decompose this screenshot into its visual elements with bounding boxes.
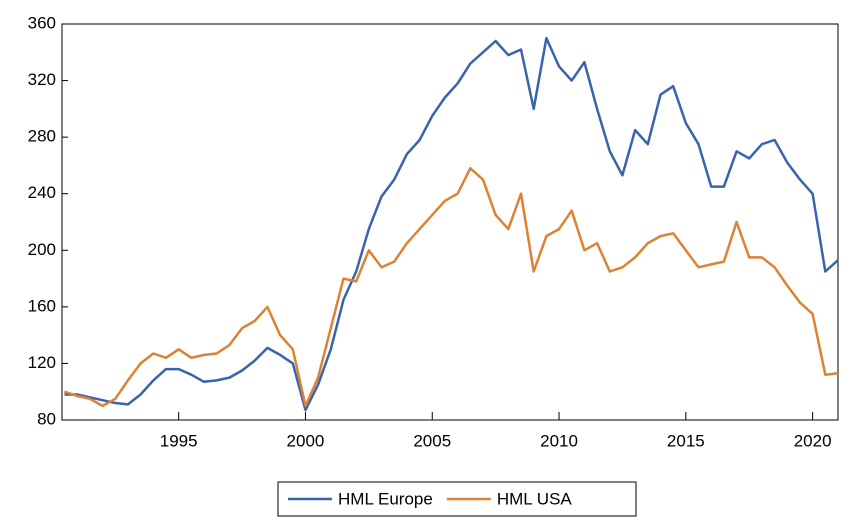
y-tick-label: 240 — [28, 183, 56, 202]
y-tick-label: 320 — [28, 70, 56, 89]
line-series — [64, 167, 839, 408]
y-tick-label: 160 — [28, 296, 56, 315]
legend-label: HML Europe — [338, 489, 433, 508]
y-tick-label: 120 — [28, 353, 56, 372]
x-tick-label: 1995 — [160, 431, 198, 450]
line-series — [64, 36, 839, 412]
x-tick-label: 2020 — [794, 431, 832, 450]
x-tick-label: 2015 — [667, 431, 705, 450]
y-tick-label: 80 — [37, 409, 56, 428]
x-tick-label: 2000 — [287, 431, 325, 450]
plot-frame — [61, 23, 839, 421]
y-tick-label: 200 — [28, 240, 56, 259]
y-tick-label: 280 — [28, 127, 56, 146]
y-tick-label: 360 — [28, 13, 56, 32]
x-tick-label: 2010 — [540, 431, 578, 450]
legend-label: HML USA — [497, 489, 573, 508]
x-tick-label: 2005 — [413, 431, 451, 450]
